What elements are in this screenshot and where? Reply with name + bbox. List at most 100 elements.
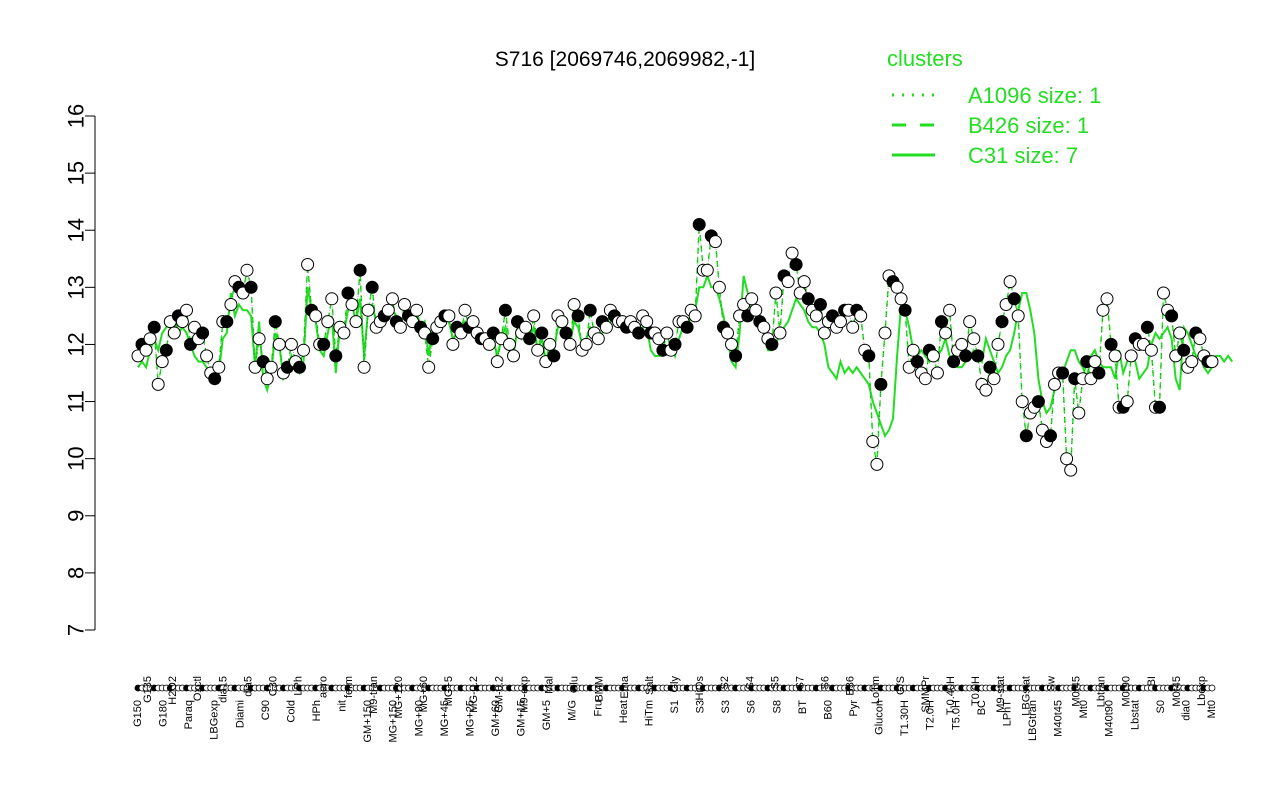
x-tick-label-bottom: S3 bbox=[695, 700, 707, 713]
x-tick-label-top: LPh bbox=[293, 676, 305, 696]
data-point bbox=[1104, 337, 1118, 351]
data-point bbox=[527, 309, 541, 323]
data-point bbox=[167, 326, 181, 340]
y-tick-label: 11 bbox=[64, 390, 89, 413]
x-tick-label-bottom: LBGexp bbox=[209, 700, 221, 740]
data-point bbox=[1015, 395, 1029, 409]
data-point bbox=[1144, 343, 1158, 357]
chart-title: S716 [2069746,2069982,-1] bbox=[495, 48, 755, 71]
data-point bbox=[498, 303, 512, 317]
x-tick-label-bottom: Diami bbox=[234, 700, 246, 728]
y-axis: 7 8 9 10 11 12 13 14 15 16 bbox=[64, 104, 96, 636]
x-tick-label-top: BI bbox=[1146, 676, 1158, 686]
data-point bbox=[1056, 366, 1070, 380]
data-point bbox=[1007, 292, 1021, 306]
data-point bbox=[967, 332, 981, 346]
data-point bbox=[309, 309, 323, 323]
data-point bbox=[987, 372, 1001, 386]
data-point bbox=[862, 349, 876, 363]
x-tick-label-top: T0.0H bbox=[970, 676, 982, 706]
data-point bbox=[446, 337, 460, 351]
x-axis: G135 H2O2 Oxctl dia15 dia5 C30 LPh aero ferm M9-t… bbox=[132, 675, 1218, 742]
data-point bbox=[196, 326, 210, 340]
data-point bbox=[773, 326, 787, 340]
data-point bbox=[385, 292, 399, 306]
data-point bbox=[979, 383, 993, 397]
data-point bbox=[345, 298, 359, 311]
data-point bbox=[769, 286, 783, 300]
x-tick-label-top: M9-tran bbox=[368, 676, 380, 714]
x-tick-label-top: GM-0.2 bbox=[493, 676, 505, 713]
x-tick-label-top: dia5 bbox=[242, 676, 254, 697]
data-point bbox=[531, 343, 545, 357]
y-tick-label: 7 bbox=[64, 624, 89, 636]
data-point bbox=[458, 303, 472, 317]
data-point bbox=[1108, 349, 1122, 363]
data-point bbox=[240, 263, 254, 277]
data-point bbox=[1096, 303, 1110, 317]
x-tick-label-top: dia15 bbox=[217, 676, 229, 703]
y-tick-label: 16 bbox=[64, 104, 89, 128]
data-point bbox=[878, 326, 892, 340]
x-tick-label-bottom: M40t45 bbox=[1053, 700, 1065, 737]
x-tick-label-top: BMM bbox=[594, 676, 606, 702]
x-tick-label-bottom: GM+15 bbox=[516, 700, 528, 736]
data-point bbox=[301, 258, 315, 271]
x-tick-label-bottom: Pyr bbox=[848, 700, 860, 717]
data-point bbox=[567, 298, 581, 311]
x-tick-label-bottom: Paraq bbox=[183, 700, 195, 729]
data-point bbox=[963, 315, 977, 329]
data-point bbox=[1205, 355, 1219, 369]
data-point bbox=[1019, 429, 1033, 443]
x-tick-label-bottom: LPhT bbox=[1001, 700, 1013, 727]
data-point bbox=[926, 349, 940, 363]
data-point bbox=[1072, 406, 1086, 420]
data-point bbox=[293, 360, 306, 374]
x-tick-label-bottom: S6 bbox=[746, 700, 758, 713]
data-point bbox=[866, 435, 880, 448]
x-tick-label-bottom: T5.0H bbox=[950, 700, 962, 730]
y-tick-label: 13 bbox=[64, 275, 89, 299]
data-point bbox=[910, 355, 924, 369]
x-tick-label-bottom: Glucon bbox=[874, 700, 886, 735]
data-point bbox=[640, 315, 654, 329]
x-tick-label-bottom: MG+45 bbox=[439, 700, 451, 736]
data-point bbox=[260, 372, 274, 386]
x-tick-label-bottom: Mt0 bbox=[1078, 700, 1090, 718]
data-point bbox=[959, 349, 973, 363]
data-point bbox=[143, 332, 157, 346]
data-point bbox=[321, 315, 335, 329]
x-tick-label-bottom: Mt0 bbox=[1206, 700, 1218, 718]
data-point bbox=[757, 320, 771, 334]
legend: clusters A1096 size: 1 B426 size: 1 C31 si… bbox=[887, 46, 1101, 168]
data-point bbox=[559, 326, 573, 340]
x-tick-label-bottom: HiTm bbox=[643, 700, 655, 726]
x-tick-label-top: Mal bbox=[544, 676, 556, 694]
data-point bbox=[426, 332, 440, 346]
data-point bbox=[422, 360, 436, 374]
y-tick-label: 9 bbox=[64, 510, 89, 522]
data-point bbox=[797, 275, 811, 289]
x-tick-label-bottom: dia0 bbox=[1180, 700, 1192, 721]
y-tick-label: 15 bbox=[64, 161, 89, 185]
x-tick-label-top: LBGstat bbox=[1020, 676, 1032, 716]
data-point bbox=[155, 355, 169, 369]
x-tick-label-top: Glu bbox=[569, 676, 581, 693]
data-point bbox=[297, 343, 310, 357]
legend-label: A1096 size: 1 bbox=[968, 83, 1101, 108]
data-point bbox=[1031, 395, 1045, 409]
legend-label: C31 size: 7 bbox=[968, 143, 1078, 168]
x-tick-label-bottom: G180 bbox=[158, 700, 170, 727]
x-tick-label-bottom: S3 bbox=[720, 700, 732, 713]
data-point bbox=[244, 280, 258, 294]
x-tick-label-top: M0t45 bbox=[1071, 676, 1083, 707]
x-tick-label-top: S2 bbox=[719, 676, 731, 689]
data-point bbox=[712, 280, 726, 294]
data-point bbox=[1011, 309, 1025, 323]
data-point bbox=[264, 360, 278, 374]
data-point bbox=[789, 258, 803, 271]
data-point bbox=[361, 303, 375, 317]
x-tick-label-top: S5 bbox=[769, 676, 781, 689]
data-point bbox=[939, 326, 952, 340]
data-point bbox=[680, 320, 694, 334]
